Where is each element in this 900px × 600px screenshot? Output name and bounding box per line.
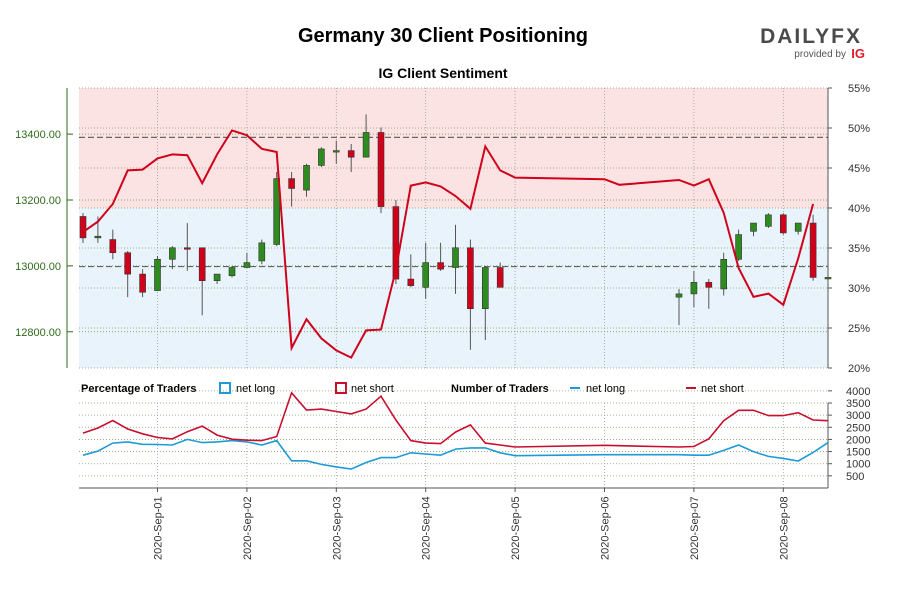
candle-body	[809, 222, 817, 278]
candle-body	[407, 278, 415, 286]
price-tick-label: 13200.00	[15, 195, 61, 207]
candle-body	[467, 247, 474, 310]
candle-body	[675, 293, 683, 298]
candle-body	[720, 258, 728, 290]
traders-tick-label: 1500	[846, 447, 870, 459]
date-tick-label: 2020-Sep-06	[600, 496, 612, 560]
legend-pct-short-label: net short	[351, 383, 394, 395]
candle-body	[318, 148, 325, 166]
traders-tick-label: 1000	[846, 459, 870, 471]
candle-body	[124, 252, 131, 275]
candle-body	[139, 273, 146, 293]
traders-net-short-line	[82, 391, 829, 448]
date-tick-label: 2020-Sep-03	[331, 496, 343, 560]
date-tick-label: 2020-Sep-08	[778, 496, 790, 560]
candle-body	[377, 132, 385, 207]
candle-body	[794, 222, 802, 232]
pct-tick-label: 40%	[848, 203, 870, 215]
candle-body	[154, 258, 161, 291]
candle-body	[496, 267, 504, 288]
candle-body	[332, 150, 340, 153]
legend-num-long-label: net long	[586, 383, 625, 395]
candle-body	[779, 214, 787, 234]
chart-title: Germany 30 Client Positioning	[298, 25, 588, 47]
candle-body	[79, 216, 87, 239]
legend-num-short-label: net short	[701, 383, 744, 395]
candle-body	[690, 282, 698, 295]
candle-body	[452, 247, 459, 268]
logo-brand: DAILYFX	[760, 25, 862, 48]
pct-tick-label: 25%	[848, 323, 870, 335]
candle-body	[273, 178, 281, 245]
candle-body	[735, 234, 742, 260]
candle-body	[184, 247, 191, 250]
candle-body	[228, 267, 236, 277]
pct-tick-label: 20%	[848, 363, 870, 375]
traders-tick-label: 3000	[846, 410, 870, 422]
dailyfx-logo: DAILYFX provided by IG	[760, 25, 865, 61]
traders-tick-label: 2000	[846, 434, 870, 446]
legend-pct-long-label: net long	[236, 383, 275, 395]
price-tick-label: 13400.00	[15, 129, 61, 141]
traders-tick-label: 2500	[846, 422, 870, 434]
price-sentiment-panel: 20% 25% 30% 35% 40% 45% 50% 55% 12800.00 13000.00…	[15, 83, 870, 375]
date-tick-label: 2020-Sep-05	[510, 496, 522, 560]
candle-body	[422, 262, 430, 288]
short-zone-background	[79, 88, 828, 208]
sentiment-line	[82, 129, 815, 359]
candle-body	[303, 165, 310, 191]
candle-body	[243, 262, 251, 268]
candle-body	[750, 222, 757, 232]
traders-net-long-line	[82, 438, 829, 470]
candle-body	[169, 247, 176, 260]
candle-body	[198, 247, 206, 282]
candle-body	[258, 242, 266, 262]
legend-pct-long-swatch	[219, 382, 231, 394]
candle-body	[481, 267, 489, 310]
pct-tick-label: 30%	[848, 283, 870, 295]
candle-body	[392, 206, 400, 280]
candle-body	[347, 150, 355, 158]
candle-body	[705, 282, 713, 288]
candle-body	[437, 262, 444, 270]
candle-body	[213, 273, 221, 282]
candle-body	[109, 239, 117, 254]
price-tick-label: 12800.00	[15, 327, 61, 339]
candle-body	[824, 277, 832, 280]
pct-tick-label: 55%	[848, 83, 870, 95]
logo-provided-by: provided by	[794, 49, 846, 60]
logo-ig: IG	[851, 46, 865, 61]
legend: Percentage of Traders net long net short…	[81, 382, 744, 395]
chart-subtitle: IG Client Sentiment	[378, 65, 507, 81]
traders-tick-label: 3500	[846, 398, 870, 410]
legend-number-heading: Number of Traders	[451, 383, 549, 395]
candle-body	[288, 178, 295, 189]
traders-tick-label: 500	[846, 471, 864, 483]
date-tick-label: 2020-Sep-01	[153, 496, 165, 560]
traders-tick-label: 4000	[846, 386, 870, 398]
legend-pct-short-swatch	[335, 382, 347, 394]
candle-body	[94, 235, 102, 239]
legend-percentage-heading: Percentage of Traders	[81, 383, 197, 395]
pct-tick-label: 45%	[848, 163, 870, 175]
candle-body	[765, 214, 772, 227]
pct-tick-label: 35%	[848, 243, 870, 255]
pct-tick-label: 50%	[848, 123, 870, 135]
date-tick-label: 2020-Sep-07	[689, 496, 701, 560]
date-tick-label: 2020-Sep-02	[242, 496, 254, 560]
date-tick-label: 2020-Sep-04	[421, 496, 433, 560]
candle-body	[362, 132, 370, 158]
price-tick-label: 13000.00	[15, 261, 61, 273]
